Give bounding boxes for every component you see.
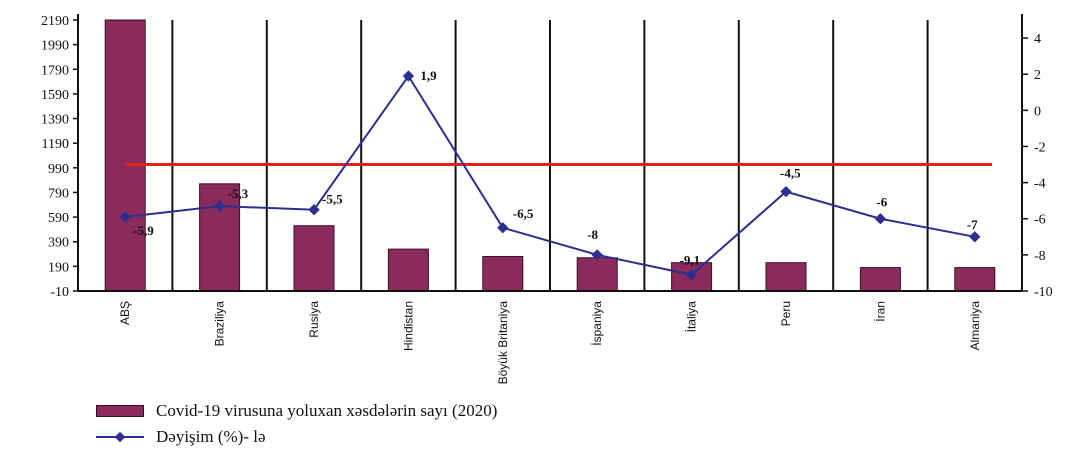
bar <box>104 19 146 292</box>
data-label: -4,5 <box>780 166 801 181</box>
bar <box>387 248 429 292</box>
bar <box>482 256 524 292</box>
line-point <box>780 185 792 198</box>
bar <box>859 267 901 292</box>
left-tick-label: 2190 <box>41 14 69 29</box>
right-tick-label: -8 <box>1034 249 1046 264</box>
bar <box>293 225 335 292</box>
legend-line-label: Dəyişim (%)- lə <box>156 427 266 446</box>
right-tick-label: 2 <box>1034 68 1041 83</box>
category-label: İspaniya <box>590 301 604 346</box>
left-tick-label: 590 <box>48 211 69 226</box>
legend-item-bars: Covid-19 virusuna yoluxan xəsdələrin say… <box>96 398 796 424</box>
left-tick-label: 1590 <box>41 88 69 103</box>
legend: Covid-19 virusuna yoluxan xəsdələrin say… <box>96 398 796 450</box>
right-tick-label: 0 <box>1034 104 1041 119</box>
left-tick-label: 390 <box>48 236 69 251</box>
legend-bar-label: Covid-19 virusuna yoluxan xəsdələrin say… <box>156 401 498 420</box>
category-label: ABŞ <box>118 301 132 325</box>
left-tick-label: 1190 <box>42 137 69 152</box>
left-tick-label: 190 <box>48 260 69 275</box>
bar <box>576 257 618 292</box>
bar <box>765 262 807 292</box>
left-tick-label: 1990 <box>41 39 69 54</box>
data-label: -9,1 <box>680 253 701 268</box>
category-label: İran <box>873 301 887 322</box>
legend-item-line: Dəyişim (%)- lə <box>96 424 796 450</box>
line-point <box>969 231 981 243</box>
left-tick-label: 1790 <box>41 63 69 78</box>
line-point <box>308 204 320 216</box>
line-point <box>213 200 226 212</box>
right-tick-label: -4 <box>1034 177 1046 192</box>
data-label: -6 <box>876 195 887 210</box>
category-label: Peru <box>779 301 793 326</box>
category-label: Hindistan <box>401 301 415 351</box>
right-tick-label: -2 <box>1034 140 1046 155</box>
line-point <box>591 249 603 261</box>
right-tick-label: 4 <box>1034 32 1041 47</box>
combo-chart: -5,9-5,3 -5,51,9-6,5-8-9,1-4,5-6-72190199… <box>41 14 1053 385</box>
change-line <box>125 74 975 276</box>
category-label: Böyük Britaniya <box>496 301 510 385</box>
bar <box>954 267 996 292</box>
category-label: İtaliya <box>685 301 699 333</box>
legend-bar-swatch <box>96 405 144 417</box>
legend-line-swatch <box>96 431 144 443</box>
right-tick-label: -6 <box>1034 213 1046 228</box>
category-label: Almaniya <box>968 301 982 351</box>
data-label: 1,9 <box>420 68 437 83</box>
data-label: -5,3 <box>228 186 249 201</box>
right-tick-label: -10 <box>1034 285 1053 300</box>
left-tick-label: 1390 <box>41 113 69 128</box>
left-tick-label: 790 <box>48 186 69 201</box>
category-label: Rusiya <box>307 301 321 338</box>
data-label: -6,5 <box>513 206 534 221</box>
left-tick-label: -10 <box>50 285 69 300</box>
data-label: -8 <box>587 227 598 242</box>
left-tick-label: 990 <box>48 162 69 177</box>
data-label: -7 <box>967 217 978 232</box>
line-point <box>874 213 887 225</box>
data-label: -5,5 <box>322 192 343 207</box>
line-point <box>685 269 698 281</box>
line-point <box>497 222 509 234</box>
category-label: Braziliya <box>213 301 227 347</box>
data-label: -5,9 <box>133 223 154 238</box>
